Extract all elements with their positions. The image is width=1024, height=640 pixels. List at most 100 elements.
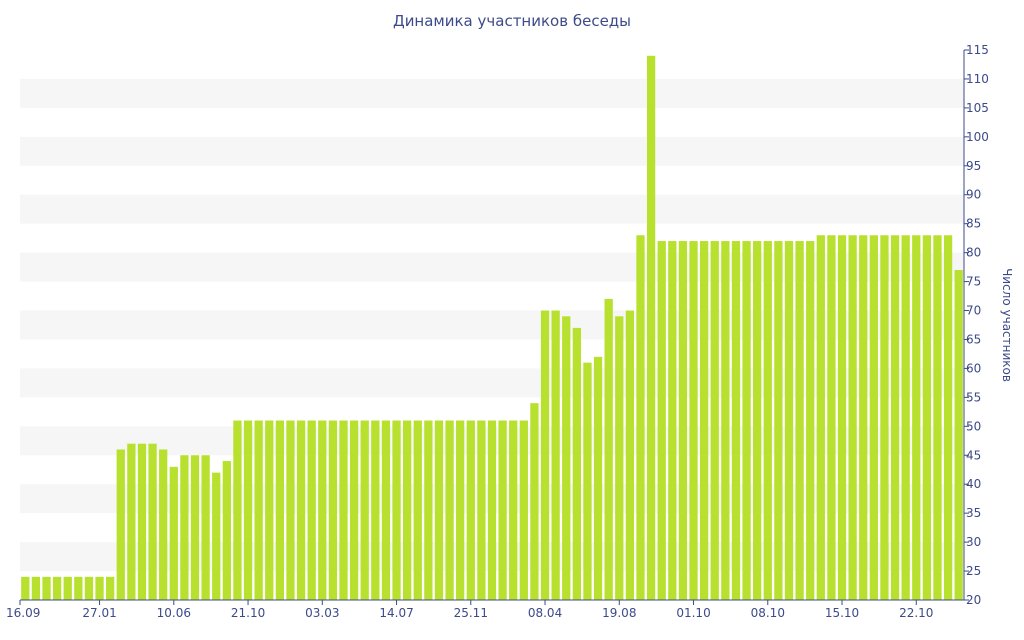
bar [212, 472, 221, 600]
x-tick-label: 08.10 [751, 606, 785, 620]
bar [859, 235, 868, 600]
x-tick-label: 16.09 [6, 606, 40, 620]
x-tick-label: 15.10 [825, 606, 859, 620]
bar [318, 420, 327, 600]
bar [646, 55, 656, 601]
y-tick-label: 50 [966, 419, 981, 433]
bar [403, 420, 412, 600]
y-tick-label: 55 [966, 390, 981, 404]
y-tick-label: 60 [966, 361, 981, 375]
bar [583, 362, 592, 600]
bar [933, 235, 942, 600]
x-tick-label: 25.11 [454, 606, 488, 620]
bar [922, 235, 932, 600]
bar [360, 420, 369, 600]
bar [530, 403, 539, 600]
bar [84, 576, 94, 600]
bar [593, 356, 603, 600]
bar [753, 241, 762, 601]
bar [52, 576, 62, 600]
y-tick-label: 115 [966, 43, 989, 57]
bar [392, 420, 401, 600]
bar [339, 420, 348, 600]
bar [912, 235, 921, 600]
bar [731, 241, 741, 601]
bar [265, 420, 274, 600]
x-tick-label: 22.10 [899, 606, 933, 620]
bar [795, 241, 804, 601]
bar [678, 241, 688, 601]
y-tick-label: 85 [966, 217, 981, 231]
bar [604, 298, 613, 600]
bar [763, 241, 772, 601]
bar [668, 241, 677, 601]
y-tick-label: 100 [966, 130, 989, 144]
bar [572, 327, 581, 600]
bar [106, 576, 115, 600]
bar [381, 420, 391, 600]
bar [943, 235, 953, 600]
bar [636, 235, 645, 600]
bar [275, 420, 284, 600]
grid-band [20, 194, 964, 224]
y-tick-label: 35 [966, 506, 981, 520]
y-tick-label: 40 [966, 477, 981, 491]
bar [710, 241, 719, 601]
bar [784, 241, 794, 601]
bar [477, 420, 486, 600]
bar [466, 420, 475, 600]
bar [721, 241, 730, 601]
bar [243, 420, 253, 600]
bar [519, 420, 528, 600]
bar [201, 455, 210, 600]
bar [169, 466, 178, 600]
y-axis-title: Число участников [1000, 268, 1014, 382]
bar [116, 449, 125, 600]
x-tick-label: 03.03 [305, 606, 339, 620]
bar [328, 420, 338, 600]
bar [286, 420, 295, 600]
bar [222, 461, 231, 600]
bar [742, 241, 751, 601]
bar [954, 270, 963, 600]
x-tick-label: 19.08 [602, 606, 636, 620]
bar [180, 455, 189, 600]
bar [509, 420, 518, 600]
bar [562, 316, 571, 600]
bar [625, 310, 635, 600]
chart-title: Динамика участников беседы [392, 12, 632, 30]
bar [95, 576, 104, 600]
bar [700, 241, 709, 601]
grid-band [20, 78, 964, 108]
bar [424, 420, 433, 600]
y-tick-label: 75 [966, 275, 981, 289]
bar [190, 455, 200, 600]
bar [137, 443, 147, 600]
y-tick-label: 110 [966, 72, 989, 86]
bar [233, 420, 242, 600]
y-tick-label: 80 [966, 246, 981, 260]
y-tick-label: 30 [966, 535, 981, 549]
bar [74, 576, 83, 600]
bar [254, 420, 263, 600]
bar [551, 310, 560, 600]
bar [689, 241, 698, 601]
x-tick-label: 21.10 [231, 606, 265, 620]
bar [42, 576, 51, 600]
bar [816, 235, 825, 600]
bar [148, 443, 157, 600]
bar [901, 235, 910, 600]
bar [434, 420, 444, 600]
bar [615, 316, 624, 600]
bar [296, 420, 306, 600]
bar [349, 420, 359, 600]
bar [774, 241, 783, 601]
y-tick-label: 95 [966, 159, 981, 173]
y-tick-label: 65 [966, 332, 981, 346]
bar [880, 235, 889, 600]
bar [413, 420, 422, 600]
bar [869, 235, 878, 600]
x-tick-label: 14.07 [379, 606, 413, 620]
y-tick-label: 45 [966, 448, 981, 462]
